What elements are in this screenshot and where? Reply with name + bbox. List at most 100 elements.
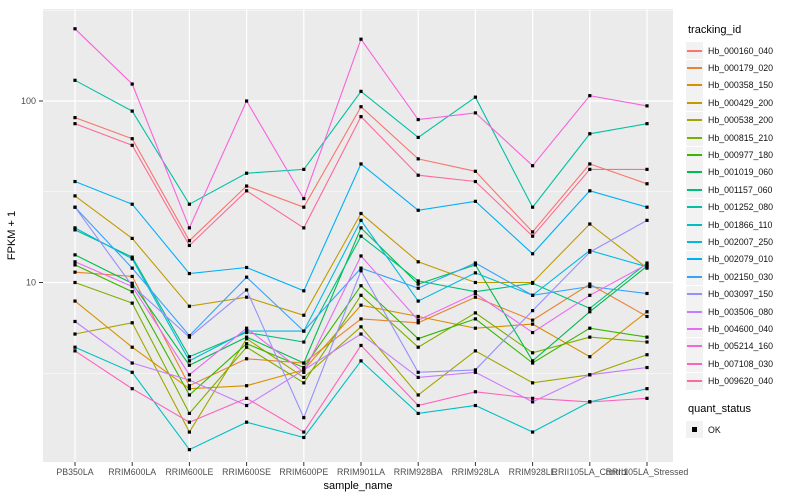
data-point [359, 266, 363, 270]
data-point [531, 322, 535, 326]
data-point [473, 291, 477, 296]
data-point [302, 365, 306, 370]
legend-key-swatch [686, 111, 703, 129]
data-point [416, 345, 420, 349]
legend-item-Hb_000977_180: Hb_000977_180 [686, 146, 798, 164]
legend-item-ok: OK [686, 421, 798, 438]
data-point [187, 373, 191, 377]
x-tick-label: RRII105LA_Control [552, 467, 628, 477]
data-point [531, 293, 535, 297]
data-point [473, 295, 477, 299]
data-point [531, 381, 535, 385]
data-point [645, 365, 649, 370]
data-point [130, 137, 134, 141]
legend-item-label: Hb_002079_010 [708, 254, 774, 265]
data-point [416, 370, 420, 374]
data-point [416, 157, 420, 161]
x-tick-label: RRII105LA_Stressed [606, 467, 689, 477]
x-tick-label: PB350LA [56, 467, 93, 477]
data-point [359, 105, 363, 109]
data-point [416, 375, 420, 380]
data-point [245, 396, 249, 400]
y-tick-label: 100 [21, 96, 36, 106]
data-point [645, 218, 649, 222]
data-point [245, 420, 249, 424]
legend-key-swatch [686, 198, 703, 216]
data-point [302, 375, 306, 380]
legend-item-label: Hb_000179_020 [708, 63, 774, 74]
legend-item-Hb_002007_250: Hb_002007_250 [686, 233, 798, 251]
data-point [187, 359, 191, 363]
legend-key-swatch [686, 355, 703, 373]
legend-line-icon [687, 362, 702, 365]
legend-key-swatch [686, 76, 703, 94]
data-point [73, 116, 77, 120]
data-point [473, 261, 477, 265]
data-point [73, 299, 77, 303]
data-point [645, 104, 649, 108]
data-point [359, 37, 363, 41]
legend-line-icon [687, 206, 702, 209]
data-point [130, 370, 134, 374]
data-point [473, 263, 477, 267]
data-point [473, 169, 477, 173]
legend-key-swatch [686, 268, 703, 286]
data-point [588, 400, 592, 404]
data-point [416, 337, 420, 341]
legend-item-Hb_001019_060: Hb_001019_060 [686, 163, 798, 181]
legend-line-icon [687, 345, 702, 348]
data-point [531, 396, 535, 400]
legend-item-label: Hb_007108_030 [708, 358, 774, 369]
data-point [645, 262, 649, 266]
legend-title: tracking_id [688, 24, 742, 36]
data-point [302, 435, 306, 440]
quant-status-legend: quant_status OK [686, 403, 798, 438]
legend-item-Hb_000429_200: Hb_000429_200 [686, 94, 798, 112]
legend-key-swatch [686, 216, 703, 234]
data-point [245, 342, 249, 346]
data-point [588, 293, 592, 297]
data-point [130, 257, 134, 261]
x-tick-label: RRIM600LA [108, 467, 156, 477]
data-point [645, 265, 649, 269]
data-point [645, 314, 649, 319]
legend-item-Hb_004600_040: Hb_004600_040 [686, 320, 798, 338]
data-point [531, 230, 535, 234]
x-tick-label: RRIM600LE [165, 467, 213, 477]
data-point [245, 345, 249, 349]
legend-key-swatch [686, 372, 703, 390]
data-point [473, 311, 477, 315]
legend-key-swatch [686, 337, 703, 355]
data-point [531, 309, 535, 313]
data-point [588, 335, 592, 339]
data-point [187, 243, 191, 248]
legend-item-Hb_000160_040: Hb_000160_040 [686, 42, 798, 60]
data-point [645, 310, 649, 314]
legend-line-icon [687, 188, 702, 191]
data-point [130, 361, 134, 365]
data-point [73, 263, 77, 267]
data-point [73, 253, 77, 257]
legend-line-icon [687, 101, 702, 104]
data-point [73, 280, 77, 285]
black-square-marker-icon [692, 427, 697, 432]
data-point [416, 173, 420, 177]
legend-line-icon [687, 310, 702, 313]
data-point [73, 205, 77, 209]
data-point [302, 205, 306, 209]
legend-key-swatch [686, 146, 703, 164]
data-point [359, 226, 363, 230]
data-point [359, 343, 363, 348]
data-point [359, 254, 363, 258]
data-point [302, 370, 306, 374]
data-point [416, 135, 420, 140]
data-point [645, 396, 649, 400]
legend-line-icon [687, 327, 702, 330]
data-point [245, 288, 249, 292]
data-point [531, 359, 535, 363]
data-point [473, 179, 477, 184]
x-tick-label: RRIM928BA [394, 467, 443, 477]
data-point [359, 293, 363, 297]
data-point [473, 326, 477, 330]
